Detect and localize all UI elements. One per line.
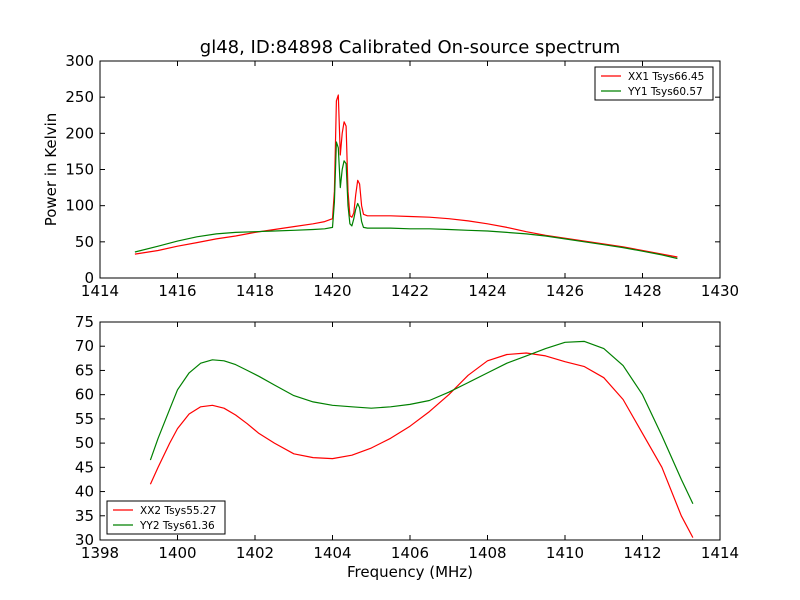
y-tick-label-2: 30 [75,531,94,549]
x-tick-label-1: 1424 [468,282,506,300]
legend-label-2-2: YY2 Tsys61.36 [139,520,215,532]
x-tick-label-1: 1414 [81,282,119,300]
legend-box-2 [106,500,226,535]
y-tick-label-2: 45 [75,458,94,476]
x-tick-label-2: 1400 [158,544,196,562]
x-tick-label-2: 1402 [236,544,274,562]
y-tick-label-2: 35 [75,507,94,525]
x-tick-label-2: 1406 [391,544,429,562]
y-tick-label-2: 60 [75,386,94,404]
x-tick-label-1: 1422 [391,282,429,300]
x-tick-label-1: 1418 [236,282,274,300]
series-line-1-2 [134,141,678,260]
x-axis-label: Frequency (MHz) [347,563,473,581]
y-tick-label-2: 55 [75,410,94,428]
y-tick-label-2: 65 [75,361,94,379]
y-tick-label-1: 200 [65,124,94,142]
y-tick-label-1: 150 [65,161,94,179]
x-tick-label-2: 1412 [623,544,661,562]
figure-title: gl48, ID:84898 Calibrated On-source spec… [200,37,620,58]
series-line-2-2 [149,340,694,504]
chart-panel-1: 1414 1416 1418 1420 1422 1424 1426 1428 1430 0 50 1… [42,52,739,300]
legend-label-1-1: XX1 Tsys66.45 [628,71,704,83]
legend-box-1 [594,66,714,101]
y-tick-label-1: 250 [65,88,94,106]
x-tick-label-2: 1410 [546,544,584,562]
x-tick-label-1: 1416 [158,282,196,300]
x-tick-label-1: 1428 [623,282,661,300]
x-tick-label-2: 1414 [701,544,739,562]
x-tick-label-2: 1398 [81,544,119,562]
y-tick-label-2: 70 [75,337,94,355]
chart-panel-2: 1398 1400 1402 1404 1406 1408 1410 1412 1414 30 35… [75,313,739,562]
y-tick-label-1: 100 [65,197,94,215]
y-axis-label-1: Power in Kelvin [42,113,60,227]
y-tick-label-2: 50 [75,434,94,452]
legend-label-1-2: YY1 Tsys60.57 [627,86,703,98]
series-line-1-1 [134,94,678,258]
y-tick-label-2: 75 [75,313,94,331]
series-line-2-1 [149,352,694,538]
x-tick-label-2: 1404 [313,544,351,562]
y-tick-label-2: 40 [75,483,94,501]
chart-panels: 1414 1416 1418 1420 1422 1424 1426 1428 14300501… [42,52,739,562]
x-tick-label-1: 1420 [313,282,351,300]
legend-label-2-1: XX2 Tsys55.27 [140,505,216,517]
x-tick-label-1: 1430 [701,282,739,300]
x-tick-label-2: 1408 [468,544,506,562]
y-tick-label-1: 0 [84,269,94,287]
y-tick-label-1: 300 [65,52,94,70]
x-tick-label-1: 1426 [546,282,584,300]
y-tick-label-1: 50 [75,233,94,251]
